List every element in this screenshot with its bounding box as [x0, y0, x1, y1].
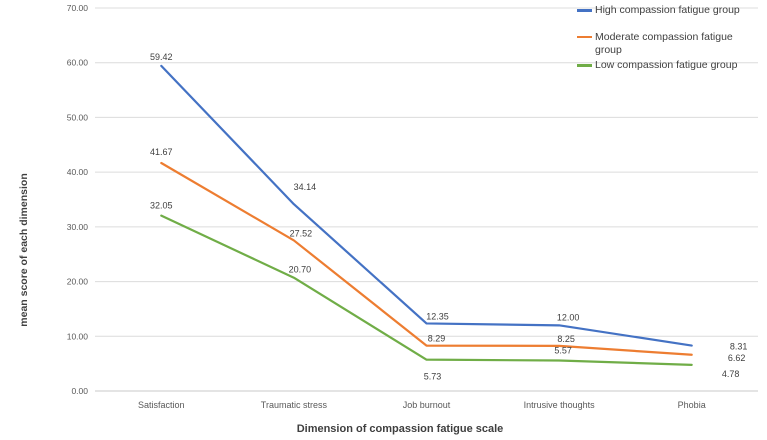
y-axis-title: mean score of each dimension: [18, 173, 30, 326]
data-label: 32.05: [150, 201, 173, 211]
y-tick-label: 70.00: [67, 3, 89, 13]
series-line-high-compassion-fatigue-group: [160, 64, 693, 347]
y-tick-label: 60.00: [67, 58, 89, 68]
legend-item-label: Moderate compassion fatigue group: [595, 30, 733, 56]
y-tick-label: 20.00: [67, 277, 89, 287]
legend-line-marker: [577, 64, 592, 67]
series-lines: [160, 64, 693, 366]
y-axis-tick-labels: 0.00 10.00 20.00 30.00 40.00 50.00 60.00 70.00: [67, 3, 89, 396]
x-category-label: Satisfaction: [138, 400, 185, 410]
data-label: 4.78: [722, 369, 740, 379]
legend-item-moderate-compassion-fatigue-group: Moderate compassion fatigue group: [577, 31, 761, 57]
data-label: 12.35: [426, 311, 449, 321]
y-tick-label: 10.00: [67, 331, 89, 341]
legend-item-high-compassion-fatigue-group: High compassion fatigue group: [577, 4, 761, 17]
data-label: 59.42: [150, 52, 173, 62]
data-label: 5.73: [424, 372, 442, 382]
y-tick-label: 30.00: [67, 222, 89, 232]
x-axis-title: Dimension of compassion fatigue scale: [297, 423, 504, 435]
x-category-label: Phobia: [678, 400, 706, 410]
y-tick-label: 40.00: [67, 167, 89, 177]
data-label: 20.70: [289, 265, 312, 275]
legend-item-low-compassion-fatigue-group: Low compassion fatigue group: [577, 59, 761, 72]
y-tick-label: 0.00: [71, 386, 88, 396]
x-axis-category-labels: Satisfaction Traumatic stress Job burnout I…: [138, 400, 706, 410]
series-line-low-compassion-fatigue-group: [160, 214, 693, 366]
data-label: 8.31: [730, 342, 748, 352]
data-label: 8.29: [428, 334, 446, 344]
data-label: 41.67: [150, 147, 173, 157]
gridlines: [95, 7, 758, 392]
y-tick-label: 50.00: [67, 112, 89, 122]
data-label: 12.00: [557, 312, 580, 322]
data-label: 5.57: [554, 346, 572, 356]
chart-legend: High compassion fatigue group Moderate co…: [577, 4, 761, 86]
x-category-label: Job burnout: [403, 400, 451, 410]
legend-line-marker: [577, 9, 592, 12]
x-category-label: Traumatic stress: [261, 400, 328, 410]
legend-item-label: High compassion fatigue group: [595, 4, 740, 16]
data-label: 34.14: [294, 182, 317, 192]
legend-item-label: Low compassion fatigue group: [595, 59, 738, 72]
data-label: 27.52: [290, 228, 313, 238]
data-label: 6.62: [728, 353, 746, 363]
legend-line-marker: [577, 35, 592, 39]
data-labels: 59.42 34.14 12.35 12.00 8.31 41.67 27.52 8.29 8.…: [150, 52, 747, 382]
x-category-label: Intrusive thoughts: [524, 400, 596, 410]
series-line-moderate-compassion-fatigue-group: [160, 161, 693, 356]
data-label: 8.25: [557, 334, 575, 344]
